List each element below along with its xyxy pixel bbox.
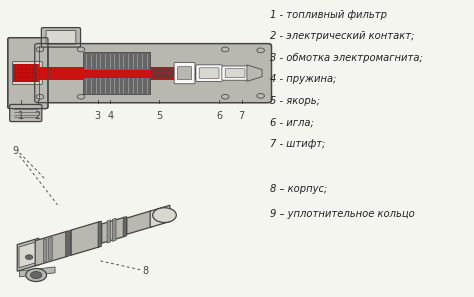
Circle shape <box>221 94 229 99</box>
Text: 5: 5 <box>156 111 162 121</box>
Bar <box>81 69 152 77</box>
Circle shape <box>30 271 42 279</box>
Polygon shape <box>43 239 47 262</box>
Polygon shape <box>107 220 110 243</box>
Circle shape <box>77 94 85 99</box>
Circle shape <box>77 47 85 52</box>
Circle shape <box>36 47 44 52</box>
Bar <box>173 69 218 77</box>
Bar <box>38 67 228 80</box>
Polygon shape <box>66 230 71 257</box>
Circle shape <box>36 94 44 99</box>
FancyBboxPatch shape <box>177 67 191 80</box>
Text: 4 - пружина;: 4 - пружина; <box>270 74 337 84</box>
Polygon shape <box>71 222 100 255</box>
Polygon shape <box>19 267 55 277</box>
Text: 2 - электрический контакт;: 2 - электрический контакт; <box>270 31 415 41</box>
Polygon shape <box>123 217 127 237</box>
FancyBboxPatch shape <box>222 66 248 80</box>
FancyBboxPatch shape <box>225 69 245 78</box>
Bar <box>13 64 39 82</box>
Polygon shape <box>101 217 125 243</box>
Polygon shape <box>49 237 52 260</box>
Circle shape <box>257 94 264 98</box>
Polygon shape <box>127 211 152 234</box>
Text: 3 - обмотка электромагнита;: 3 - обмотка электромагнита; <box>270 53 423 63</box>
Text: 4: 4 <box>107 111 113 121</box>
Text: 6: 6 <box>216 111 222 121</box>
Bar <box>83 53 150 69</box>
Circle shape <box>25 255 33 260</box>
FancyBboxPatch shape <box>12 61 42 85</box>
Circle shape <box>153 208 176 222</box>
Circle shape <box>26 268 46 282</box>
FancyBboxPatch shape <box>46 31 76 44</box>
Polygon shape <box>19 242 37 268</box>
Text: 5 - якорь;: 5 - якорь; <box>270 96 320 106</box>
FancyBboxPatch shape <box>199 68 219 78</box>
Text: 7 - штифт;: 7 - штифт; <box>270 139 326 149</box>
Text: 8 – корпус;: 8 – корпус; <box>270 184 328 194</box>
Text: 2: 2 <box>35 111 41 121</box>
Text: 7: 7 <box>238 111 245 121</box>
Text: 9 – уплотнительное кольцо: 9 – уплотнительное кольцо <box>270 209 415 219</box>
Polygon shape <box>150 205 170 228</box>
Text: 9: 9 <box>12 146 18 157</box>
Polygon shape <box>98 221 101 247</box>
Text: 3: 3 <box>94 111 100 121</box>
FancyBboxPatch shape <box>174 62 195 84</box>
Text: 8: 8 <box>143 266 149 276</box>
Polygon shape <box>247 65 262 81</box>
Text: 1 - топливный фильтр: 1 - топливный фильтр <box>270 10 387 20</box>
Text: 1: 1 <box>18 111 24 121</box>
FancyBboxPatch shape <box>9 105 42 121</box>
Bar <box>83 77 150 94</box>
FancyBboxPatch shape <box>8 38 48 109</box>
FancyBboxPatch shape <box>35 44 272 103</box>
FancyBboxPatch shape <box>196 65 222 81</box>
Circle shape <box>221 47 229 52</box>
Polygon shape <box>112 218 116 241</box>
Polygon shape <box>17 238 39 271</box>
Text: 6 - игла;: 6 - игла; <box>270 117 314 127</box>
FancyBboxPatch shape <box>41 28 81 47</box>
Circle shape <box>257 48 264 53</box>
Polygon shape <box>35 231 67 266</box>
